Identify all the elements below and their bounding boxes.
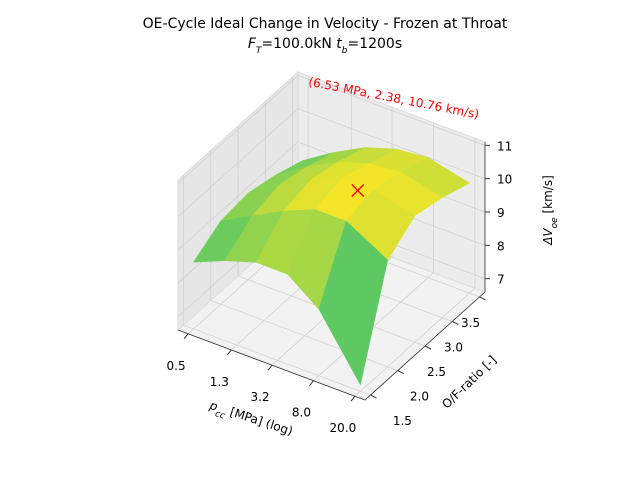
label-subscript: T [256, 46, 263, 56]
z-tick-label: 9 [497, 206, 505, 220]
y-tick-label: 1.5 [393, 414, 412, 428]
tick-mark [267, 364, 273, 371]
x-tick-label: 20.0 [330, 421, 357, 435]
tick-mark [479, 296, 486, 301]
label-subscript: b [342, 46, 348, 56]
label-part: ΔV [541, 228, 555, 246]
z-tick-label: 8 [497, 239, 505, 253]
label-part: =1200s [347, 36, 402, 52]
x-tick-label: 1.3 [210, 375, 229, 389]
grid-line [297, 108, 486, 180]
tick-mark [452, 321, 459, 325]
label-subscript: oe [550, 217, 560, 229]
tick-mark [309, 380, 314, 387]
grid-line [177, 108, 299, 217]
axis-label: ΔVoe [km/s] [541, 175, 560, 246]
y-tick-label: 3.0 [444, 340, 463, 354]
z-tick-label: 7 [497, 273, 505, 287]
axis-label: FT=100.0kN tb=1200s [248, 36, 402, 56]
tick-mark [397, 370, 404, 374]
grid-line [177, 75, 299, 184]
label-part: t [336, 36, 342, 52]
label-part: [km/s] [541, 175, 555, 217]
tick-mark [226, 349, 232, 356]
x-tick-label: 8.0 [292, 406, 311, 420]
x-tick-label: 0.5 [167, 359, 186, 373]
grid-line [210, 300, 398, 371]
label-part: =100.0kN [261, 36, 336, 52]
x-axis-line [177, 329, 366, 401]
grid-line [177, 141, 299, 251]
optimum-marker [351, 184, 365, 197]
label-subscript: cc [214, 409, 227, 422]
tick-mark [370, 394, 377, 399]
y-tick-label: 3.5 [461, 316, 480, 330]
grid-line [183, 324, 371, 396]
tick-mark [183, 333, 189, 340]
x-tick-label: 3.2 [250, 390, 269, 404]
y-tick-label: 2.0 [410, 390, 429, 404]
y-tick-label: 2.5 [427, 365, 446, 379]
tick-mark [424, 345, 432, 350]
surface-patch [318, 220, 388, 386]
chart-title: OE-Cycle Ideal Change in Velocity - Froz… [143, 16, 508, 32]
tick-mark [350, 395, 356, 402]
y-axis-line [364, 291, 486, 401]
z-tick-label: 11 [497, 139, 512, 153]
grid-line [297, 74, 486, 146]
label-part: F [248, 36, 257, 52]
z-tick-label: 10 [497, 173, 512, 187]
